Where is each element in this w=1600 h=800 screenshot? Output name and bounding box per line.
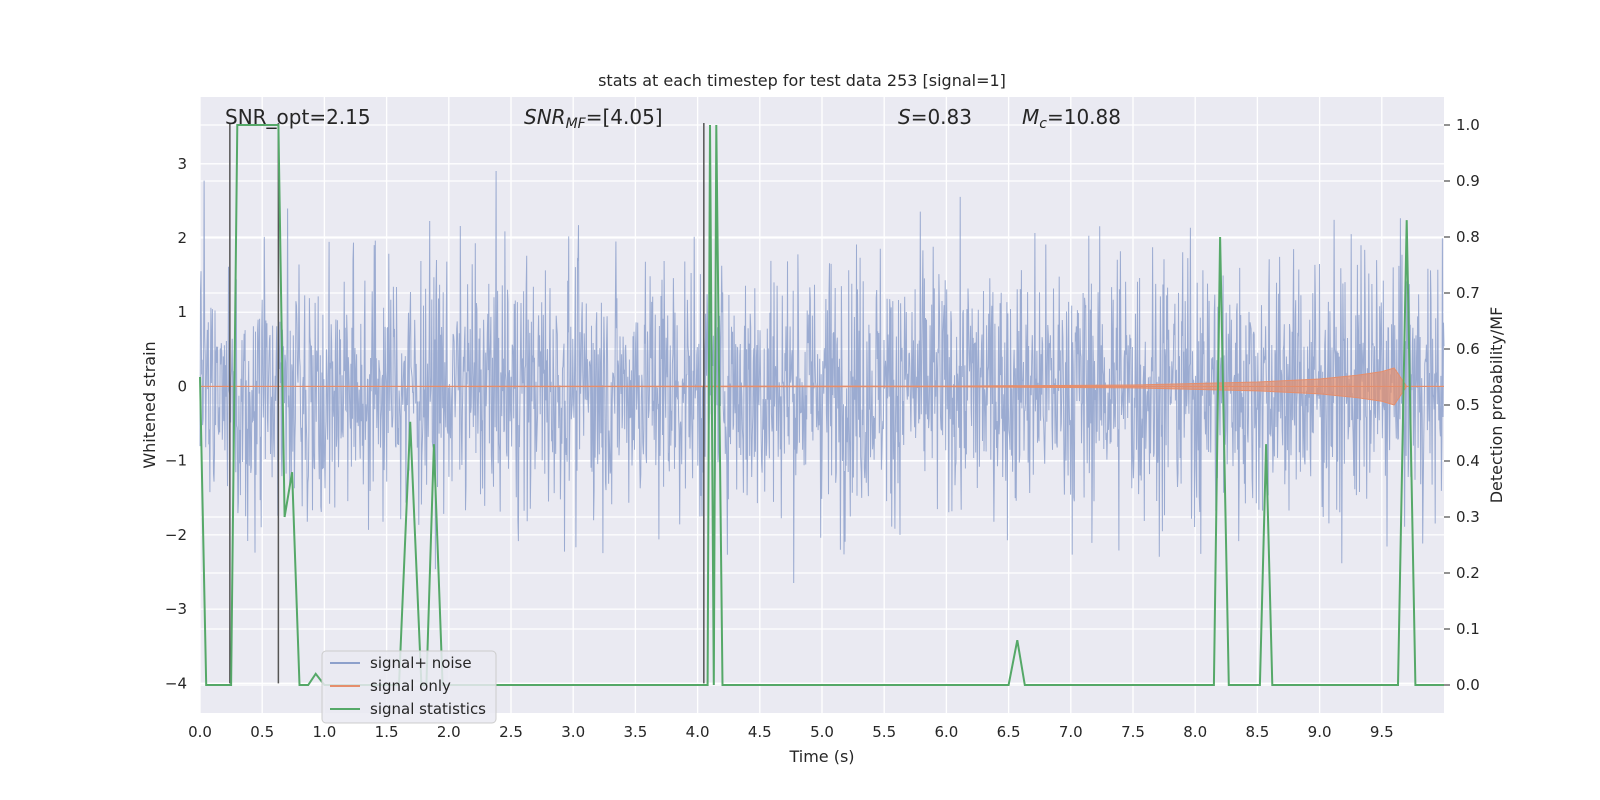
y-left-tick-label-7: 3 [177, 155, 187, 173]
chart-title: stats at each timestep for test data 253… [598, 71, 1006, 90]
legend-box [321, 650, 497, 724]
signal-only-series [199, 367, 1444, 406]
x-tick-label-10: 5.0 [810, 723, 834, 741]
y-left-tick-label-5: 1 [177, 303, 187, 321]
vertical-markers [229, 122, 705, 684]
y-left-tick-label-2: −2 [165, 526, 187, 544]
y-right-tick-label-6: 0.6 [1456, 340, 1480, 358]
x-axis-title: Time (s) [788, 747, 854, 766]
y-right-tick-label-8: 0.8 [1456, 228, 1480, 246]
x-tick-label-6: 3.0 [561, 723, 585, 741]
legend: signal+ noise signal only signal statist… [321, 650, 497, 724]
signal-noise-series [199, 170, 1445, 584]
x-tick-label-7: 3.5 [623, 723, 647, 741]
legend-label-signal-noise: signal+ noise [370, 654, 472, 672]
x-tick-label-1: 0.5 [250, 723, 274, 741]
x-tick-label-8: 4.0 [686, 723, 710, 741]
y-left-tick-label-6: 2 [177, 229, 187, 247]
x-tick-label-5: 2.5 [499, 723, 523, 741]
signal-noise-line [199, 170, 1445, 584]
y-right-tick-label-5: 0.5 [1456, 396, 1480, 414]
x-tick-label-18: 9.0 [1308, 723, 1332, 741]
x-tick-label-4: 2.0 [437, 723, 461, 741]
x-axis-ticks: 0.0 0.5 1.0 1.5 2.0 2.5 3.0 3.5 4.0 4.5 5.0 5.5 6.0 6… [188, 723, 1394, 741]
x-tick-label-16: 8.0 [1183, 723, 1207, 741]
x-tick-label-14: 7.0 [1059, 723, 1083, 741]
annotation-s: S=0.83 [898, 105, 972, 129]
y-left-tick-label-0: −4 [165, 674, 187, 692]
x-tick-label-2: 1.0 [312, 723, 336, 741]
x-tick-label-17: 8.5 [1245, 723, 1269, 741]
signal-statistics-series [199, 124, 1444, 686]
y-axis-left-ticks: −4 −3 −2 −1 0 1 2 3 [165, 155, 187, 693]
y-right-tick-label-7: 0.7 [1456, 284, 1480, 302]
x-tick-label-12: 6.0 [934, 723, 958, 741]
y-left-tick-label-4: 0 [177, 377, 187, 395]
y-right-tick-label-3: 0.3 [1456, 508, 1480, 526]
x-tick-label-19: 9.5 [1370, 723, 1394, 741]
x-tick-label-11: 5.5 [872, 723, 896, 741]
x-tick-label-9: 4.5 [748, 723, 772, 741]
y-axis-right-title: Detection probability/MF [1487, 307, 1506, 504]
signal-statistics-line [199, 124, 1444, 686]
x-tick-label-0: 0.0 [188, 723, 212, 741]
y-axis-right-ticks: 0.0 0.1 0.2 0.3 0.4 0.5 0.6 0.7 0.8 0.9 1.0 [1444, 116, 1480, 694]
legend-label-signal-only: signal only [370, 677, 451, 695]
legend-label-signal-statistics: signal statistics [370, 700, 486, 718]
y-right-tick-label-10: 1.0 [1456, 116, 1480, 134]
y-right-tick-label-4: 0.4 [1456, 452, 1480, 470]
y-left-tick-label-3: −1 [165, 452, 187, 470]
y-right-tick-label-1: 0.1 [1456, 620, 1480, 638]
annotation-snr-opt: SNR_opt=2.15 [225, 105, 371, 129]
x-tick-label-13: 6.5 [997, 723, 1021, 741]
y-right-tick-label-2: 0.2 [1456, 564, 1480, 582]
y-left-tick-label-1: −3 [165, 600, 187, 618]
x-tick-label-15: 7.5 [1121, 723, 1145, 741]
annotation-mc: Mc=10.88 [1022, 105, 1121, 132]
y-axis-left-title: Whitened strain [140, 341, 159, 468]
y-right-tick-label-0: 0.0 [1456, 676, 1480, 694]
annotation-snr-mf: SNRMF=[4.05] [524, 105, 663, 132]
y-right-tick-label-9: 0.9 [1456, 172, 1480, 190]
x-tick-label-3: 1.5 [375, 723, 399, 741]
